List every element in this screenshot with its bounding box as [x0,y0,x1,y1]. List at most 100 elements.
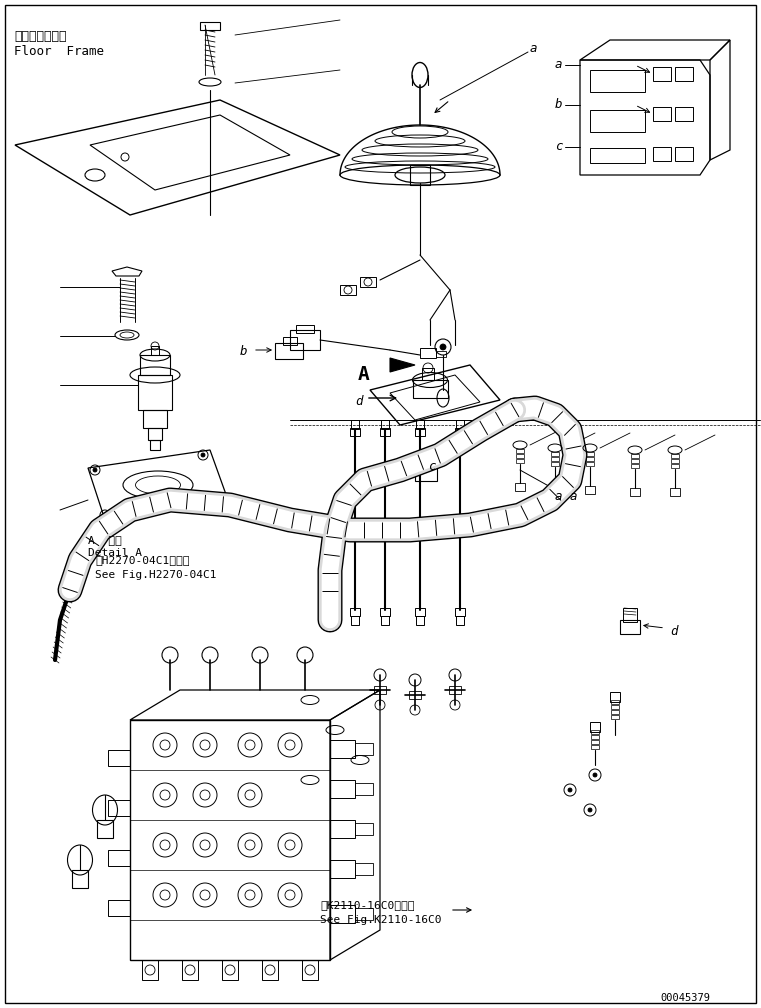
Bar [675,67,693,81]
Bar [611,705,619,709]
Bar [590,722,600,732]
Bar [590,110,645,132]
Bar [355,863,373,875]
Bar [675,147,693,161]
Text: フロアフレーム: フロアフレーム [14,30,66,43]
Bar [413,380,448,398]
Bar [360,277,376,287]
Bar [415,608,425,616]
Bar [516,449,524,453]
Bar [671,454,679,458]
Text: See Fig.K2110-16C0: See Fig.K2110-16C0 [320,915,441,925]
Bar [515,483,525,491]
Polygon shape [390,358,415,372]
Bar [631,454,639,458]
Bar [262,960,278,980]
Bar [591,745,599,749]
Bar [653,67,671,81]
Bar [296,325,314,333]
Text: b: b [555,98,562,111]
Bar [551,452,559,456]
Bar [420,348,436,358]
Bar [150,440,160,450]
Bar [416,420,424,429]
Bar [340,285,356,295]
Bar [436,351,446,357]
Bar [142,960,158,980]
Bar [456,616,464,625]
Bar [586,457,594,461]
Bar [591,730,599,734]
Bar [330,905,355,923]
Text: a: a [530,42,537,55]
Bar [355,823,373,835]
Bar [330,820,355,838]
Bar [330,780,355,798]
Bar [381,616,389,625]
Text: b: b [240,345,247,358]
Text: A  詳細: A 詳細 [88,535,122,545]
Bar [330,740,355,758]
Text: 00045379: 00045379 [660,993,710,1003]
Bar [283,337,297,345]
Bar [585,486,595,494]
Bar [290,330,320,350]
Bar [516,459,524,463]
Bar [148,428,162,440]
Bar [551,462,559,466]
Bar [671,459,679,463]
Bar [143,410,167,428]
Bar [275,343,303,359]
Bar [108,900,130,916]
Circle shape [93,468,97,472]
Bar [586,462,594,466]
Bar [620,620,640,634]
Bar [631,464,639,468]
Circle shape [593,773,597,777]
Bar [350,608,360,616]
Bar [415,428,425,436]
Bar [108,850,130,866]
Bar [138,375,172,410]
Circle shape [216,498,220,502]
Bar [456,420,464,429]
Bar [200,22,220,30]
Bar [653,107,671,121]
Circle shape [201,453,205,457]
Bar [422,368,434,380]
Bar [222,960,238,980]
Bar [590,70,645,92]
Bar [410,165,430,185]
Bar [416,616,424,625]
Bar [611,700,619,704]
Bar [591,740,599,744]
Bar [355,908,373,920]
Bar [631,459,639,463]
Bar [351,420,359,429]
Text: Floor  Frame: Floor Frame [14,45,104,58]
Text: a: a [555,58,562,71]
Bar [97,820,113,838]
Bar [108,800,130,816]
Bar [455,428,465,436]
Bar [551,457,559,461]
Text: See Fig.H2270-04C1: See Fig.H2270-04C1 [95,570,216,580]
Bar [586,452,594,456]
Text: d: d [670,625,677,638]
Bar [675,107,693,121]
Text: Detail A: Detail A [88,548,142,558]
Circle shape [103,513,107,517]
Bar [151,346,159,355]
Bar [449,686,461,694]
Bar [623,608,637,622]
Text: a: a [570,490,578,503]
Bar [355,783,373,795]
Bar [550,486,560,494]
Bar [380,428,390,436]
Text: A: A [358,365,370,384]
Bar [380,608,390,616]
Bar [72,870,88,888]
Circle shape [568,788,572,792]
Bar [374,686,386,694]
Bar [455,608,465,616]
